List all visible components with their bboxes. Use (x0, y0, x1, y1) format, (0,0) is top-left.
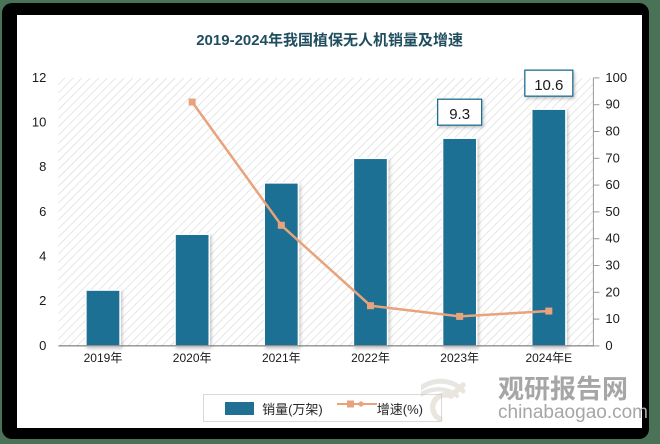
svg-text:10: 10 (32, 114, 46, 129)
svg-text:50: 50 (605, 204, 619, 219)
svg-text:2021年: 2021年 (262, 351, 301, 365)
svg-text:9.3: 9.3 (449, 106, 470, 123)
svg-text:30: 30 (605, 257, 619, 272)
svg-text:2: 2 (39, 293, 46, 308)
svg-text:90: 90 (605, 96, 619, 111)
svg-text:60: 60 (605, 177, 619, 192)
svg-text:0: 0 (39, 338, 46, 353)
svg-text:2022年: 2022年 (351, 351, 390, 365)
svg-text:20: 20 (605, 284, 619, 299)
svg-text:2024年E: 2024年E (526, 351, 573, 365)
svg-text:70: 70 (605, 150, 619, 165)
svg-text:2020年: 2020年 (173, 351, 212, 365)
svg-text:12: 12 (32, 70, 46, 85)
svg-text:10.6: 10.6 (534, 77, 563, 94)
svg-text:chinabaogao.com: chinabaogao.com (498, 402, 648, 423)
svg-text:6: 6 (39, 204, 46, 219)
svg-text:40: 40 (605, 230, 619, 245)
svg-text:2019年: 2019年 (84, 351, 123, 365)
svg-text:0: 0 (605, 338, 612, 353)
svg-text:10: 10 (605, 311, 619, 326)
svg-text:100: 100 (605, 70, 627, 85)
svg-text:2023年: 2023年 (440, 351, 479, 365)
svg-text:观研报告网: 观研报告网 (498, 374, 628, 404)
svg-text:4: 4 (39, 248, 46, 263)
svg-text:80: 80 (605, 123, 619, 138)
svg-text:8: 8 (39, 159, 46, 174)
